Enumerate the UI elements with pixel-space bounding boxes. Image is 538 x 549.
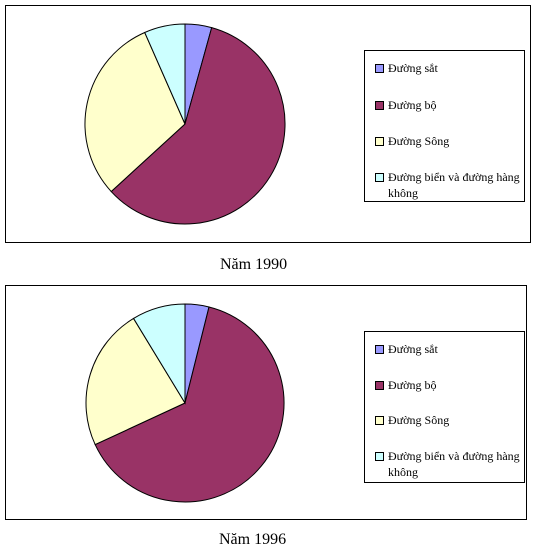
pie-1996 — [85, 303, 285, 503]
legend-swatch — [375, 416, 384, 425]
legend-item-duong-song: Đường Sông — [375, 133, 520, 149]
legend-label: Đường bộ — [388, 378, 437, 392]
legend-label: Đường sắt — [388, 61, 438, 75]
legend-swatch — [375, 173, 384, 182]
pie-slice-duong-bo — [94, 306, 285, 503]
legend-label: Đường biển và đường hàng không — [388, 449, 520, 479]
pie-slice-duong-bien — [144, 23, 186, 125]
pie-slice-duong-song — [85, 317, 186, 446]
pie-1990 — [84, 23, 286, 225]
legend-item-duong-bo: Đường bộ — [375, 97, 520, 113]
legend-label: Đường biển và đường hàng không — [388, 170, 520, 200]
legend-swatch — [375, 137, 384, 146]
legend-label: Đường bộ — [388, 98, 437, 112]
pie-slice-duong-bo — [110, 27, 286, 225]
legend-label: Đường Sông — [388, 134, 450, 148]
legend-swatch — [375, 452, 384, 461]
pie-slice-duong-song — [84, 31, 186, 193]
legend-item-duong-bien: Đường biển và đường hàng không — [375, 169, 520, 201]
legend-label: Đường sắt — [388, 342, 438, 356]
pie-chart-1990: Đường sắt Đường bộ Đường Sông Đường biển… — [5, 5, 531, 243]
caption-1996: Năm 1996 — [219, 531, 287, 548]
legend-item-duong-sat: Đường sắt — [375, 60, 520, 76]
legend-swatch — [375, 64, 384, 73]
caption-1990: Năm 1990 — [220, 256, 288, 273]
legend-item-duong-bo: Đường bộ — [375, 377, 520, 393]
legend-swatch — [375, 345, 384, 354]
pie-chart-1996: Đường sắt Đường bộ Đường Sông Đường biển… — [5, 285, 527, 520]
legend-item-duong-sat: Đường sắt — [375, 341, 520, 357]
legend-label: Đường Sông — [388, 413, 450, 427]
legend-item-duong-song: Đường Sông — [375, 412, 520, 428]
legend-swatch — [375, 381, 384, 390]
pie-slice-duong-bien — [132, 303, 186, 405]
legend-1990: Đường sắt Đường bộ Đường Sông Đường biển… — [364, 50, 525, 202]
legend-swatch — [375, 101, 384, 110]
legend-item-duong-bien: Đường biển và đường hàng không — [375, 448, 520, 480]
legend-1996: Đường sắt Đường bộ Đường Sông Đường biển… — [364, 331, 525, 483]
